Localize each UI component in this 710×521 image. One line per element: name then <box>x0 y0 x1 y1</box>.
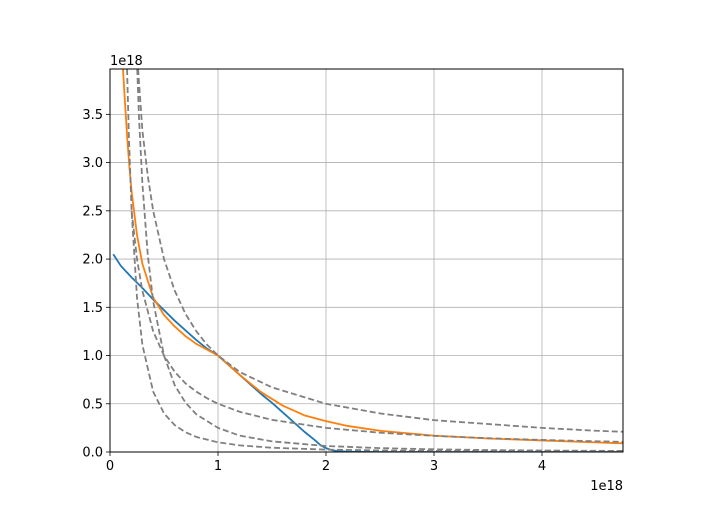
dashed-reference-line-5 <box>137 69 623 433</box>
y-tick-label: 3.5 <box>82 108 103 123</box>
x-tick-label: 3 <box>430 459 438 474</box>
y-tick-label: 1.5 <box>82 301 103 316</box>
y-offset-label: 1e18 <box>110 54 143 69</box>
x-axis: 0 1 2 3 4 <box>106 452 546 474</box>
y-axis: 0.0 0.5 1.0 1.5 2.0 2.5 3.0 3.5 <box>82 108 110 461</box>
dashed-reference-line-4 <box>126 69 623 452</box>
y-tick-label: 3.0 <box>82 156 103 171</box>
dashed-reference-line-6 <box>130 210 623 443</box>
grid <box>109 69 623 453</box>
x-tick-label: 0 <box>106 459 114 474</box>
plot-frame <box>109 68 624 453</box>
series-group <box>112 69 623 452</box>
y-tick-label: 0.0 <box>82 446 103 461</box>
y-tick-label: 1.0 <box>82 349 103 364</box>
x-offset-label: 1e18 <box>590 479 623 494</box>
series-line-1 <box>112 253 623 452</box>
x-tick-label: 1 <box>214 459 222 474</box>
dashed-reference-line-3 <box>136 69 623 452</box>
x-tick-label: 2 <box>322 459 330 474</box>
x-tick-label: 4 <box>538 459 546 474</box>
y-tick-label: 0.5 <box>82 397 103 412</box>
y-tick-label: 2.5 <box>82 204 103 219</box>
y-tick-label: 2.0 <box>82 253 103 268</box>
